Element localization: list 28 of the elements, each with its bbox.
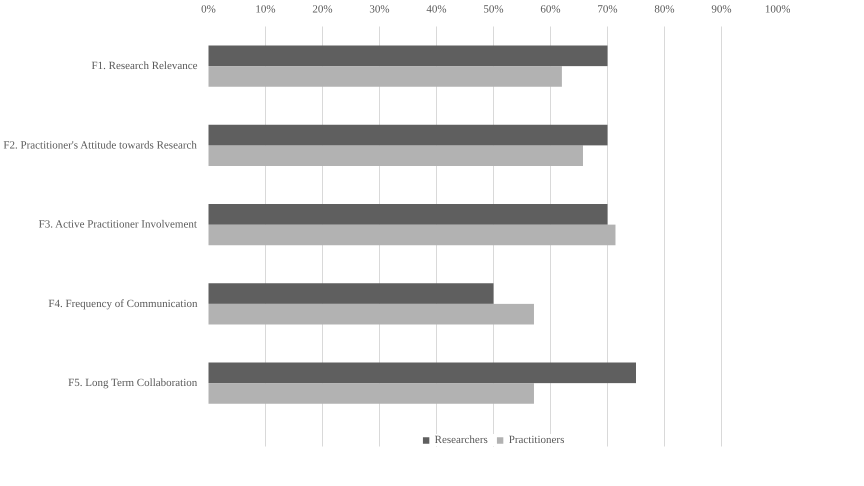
y-tick-label: F3. Active Practitioner Involvement <box>38 218 197 231</box>
bar <box>208 224 616 246</box>
x-tick-label: 20% <box>312 4 333 16</box>
x-tick-label: 80% <box>654 4 675 16</box>
x-tick-label: 40% <box>426 4 447 16</box>
y-tick-label: F5. Long Term Collaboration <box>68 377 198 390</box>
y-tick-label: F4. Frequency of Communication <box>48 298 198 310</box>
bar <box>208 124 608 146</box>
bar <box>208 283 494 304</box>
bar <box>208 383 534 404</box>
x-tick-label: 50% <box>483 4 504 16</box>
bar <box>208 362 636 384</box>
bar <box>208 46 608 66</box>
x-tick-label: 60% <box>540 4 561 16</box>
x-tick-label: 30% <box>369 4 390 16</box>
x-tick-label: 100% <box>764 4 791 16</box>
x-tick-label: 0% <box>201 4 216 16</box>
x-tick-label: 10% <box>255 4 276 16</box>
y-tick-label: F2. Practitioner's Attitude towards Research <box>3 139 198 152</box>
legend-label: Researchers <box>434 434 488 446</box>
bar <box>208 66 562 87</box>
bar <box>208 145 583 166</box>
x-tick-label: 90% <box>711 4 732 16</box>
legend-label: Practitioners <box>508 434 564 446</box>
x-tick-label: 70% <box>597 4 618 16</box>
y-tick-label: F1. Research Relevance <box>92 60 198 72</box>
bar <box>208 304 534 324</box>
bar <box>208 204 608 225</box>
